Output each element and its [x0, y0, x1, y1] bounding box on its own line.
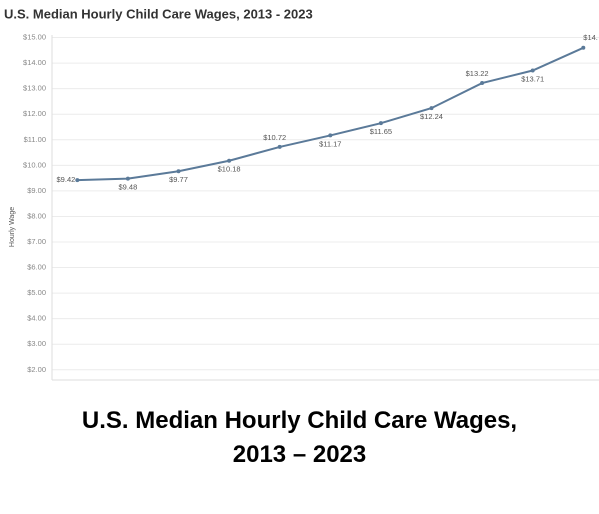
data-label: $13.71 — [521, 75, 544, 84]
point — [227, 158, 232, 163]
data-label: $11.17 — [319, 139, 341, 148]
point — [378, 121, 383, 126]
point — [581, 45, 586, 50]
point — [277, 144, 282, 149]
y-tick-label: $13.00 — [23, 84, 46, 93]
point — [429, 106, 434, 111]
data-label: $13.22 — [466, 69, 489, 78]
y-axis-label: Hourly Wage — [9, 207, 16, 247]
y-tick-label: $10.00 — [23, 160, 46, 169]
y-tick-label: $14.00 — [23, 58, 46, 67]
y-tick-label: $4.00 — [27, 314, 46, 323]
data-label: $10.18 — [218, 165, 241, 174]
data-label: $9.48 — [119, 183, 138, 192]
caption: U.S. Median Hourly Child Care Wages, 201… — [81, 407, 518, 468]
y-tick-label: $11.00 — [24, 135, 46, 144]
data-label: $10.72 — [263, 133, 286, 142]
data-label: $9.77 — [169, 175, 188, 184]
point — [75, 178, 80, 183]
y-tick-label: $2.00 — [27, 365, 46, 374]
y-tick-label: $3.00 — [27, 339, 46, 348]
point — [328, 133, 333, 138]
y-tick-label: $15.00 — [23, 33, 46, 42]
y-tick-label: $8.00 — [27, 211, 46, 220]
data-label: $14. — [583, 33, 598, 42]
y-tick-label: $12.00 — [23, 109, 46, 118]
data-label: $12.24 — [420, 112, 443, 121]
y-tick-label: $6.00 — [27, 263, 46, 272]
point — [530, 68, 535, 73]
y-tick-label: $5.00 — [27, 288, 46, 297]
point — [480, 81, 485, 86]
point — [125, 176, 130, 181]
chart: U.S. Median Hourly Child Care Wages, 201… — [4, 6, 599, 381]
data-label: $9.42 — [57, 175, 76, 184]
chart-title: U.S. Median Hourly Child Care Wages, 201… — [4, 6, 313, 21]
point — [176, 169, 181, 174]
y-tick-label: $7.00 — [27, 237, 46, 246]
y-tick-label: $9.00 — [27, 186, 46, 195]
data-label: $11.65 — [370, 127, 392, 136]
